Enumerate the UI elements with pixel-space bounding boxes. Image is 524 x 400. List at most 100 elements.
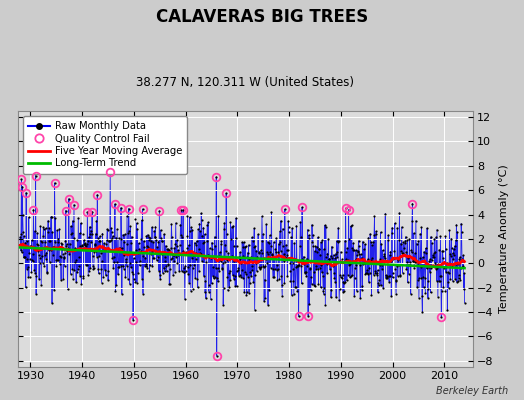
Point [130, 216, 139, 222]
Point [397, 240, 405, 247]
Point [97, 266, 105, 272]
Point [62, 243, 70, 249]
Point [453, 279, 461, 285]
Point [452, 222, 461, 228]
Point [242, 292, 250, 298]
Point [191, 240, 199, 246]
Point [164, 262, 172, 268]
Point [126, 259, 134, 266]
Point [93, 192, 102, 198]
Point [396, 273, 404, 279]
Point [198, 258, 206, 264]
Point [292, 222, 301, 229]
Point [248, 234, 256, 241]
Point [232, 283, 241, 290]
Point [175, 268, 183, 274]
Point [206, 296, 215, 302]
Point [161, 258, 170, 264]
Point [88, 208, 96, 215]
Point [210, 234, 219, 240]
Point [266, 232, 274, 238]
Point [32, 290, 40, 297]
Point [205, 288, 213, 295]
Point [77, 242, 85, 249]
Point [330, 275, 339, 282]
Point [343, 277, 351, 284]
Point [177, 207, 185, 214]
Point [335, 286, 344, 292]
Point [277, 272, 286, 279]
Point [396, 272, 405, 278]
Point [196, 228, 204, 235]
Point [296, 262, 304, 268]
Point [292, 264, 300, 270]
Point [336, 248, 345, 255]
Point [129, 271, 138, 277]
Point [201, 289, 209, 296]
Point [270, 255, 279, 261]
Point [308, 281, 316, 287]
Point [331, 279, 340, 286]
Point [128, 251, 137, 257]
Point [252, 248, 260, 254]
Point [30, 228, 39, 234]
Point [267, 209, 276, 215]
Point [410, 257, 419, 263]
Point [310, 248, 319, 254]
Point [107, 229, 116, 235]
Point [227, 236, 235, 242]
Point [405, 270, 413, 277]
Point [347, 273, 355, 279]
Point [198, 216, 206, 223]
Point [359, 246, 368, 252]
Point [313, 266, 322, 272]
Point [457, 220, 465, 227]
Point [359, 261, 367, 268]
Point [323, 250, 332, 257]
Point [45, 247, 53, 254]
Point [229, 223, 237, 229]
Point [356, 262, 364, 268]
Point [230, 276, 238, 282]
Point [184, 271, 192, 277]
Point [221, 259, 229, 265]
Point [186, 262, 194, 268]
Point [451, 243, 459, 249]
Point [197, 210, 205, 216]
Point [314, 280, 323, 287]
Point [56, 261, 64, 267]
Point [188, 285, 196, 292]
Point [356, 294, 365, 301]
Point [370, 213, 379, 220]
Point [256, 266, 264, 272]
Point [243, 288, 251, 295]
Point [457, 229, 466, 236]
Point [121, 274, 129, 280]
Point [294, 313, 303, 320]
Point [233, 268, 242, 274]
Point [79, 274, 88, 281]
Point [405, 236, 413, 242]
Point [372, 231, 380, 237]
Point [324, 256, 333, 263]
Point [134, 250, 142, 256]
Point [111, 247, 119, 253]
Point [232, 215, 241, 221]
Point [278, 293, 287, 300]
Point [416, 230, 424, 237]
Point [403, 237, 411, 244]
Point [155, 207, 163, 214]
Point [384, 232, 392, 238]
Point [84, 234, 93, 240]
Point [446, 251, 454, 257]
Point [61, 238, 70, 244]
Point [213, 265, 222, 271]
Point [275, 276, 283, 282]
Point [259, 262, 267, 269]
Point [363, 269, 371, 276]
Point [167, 256, 175, 262]
Point [222, 247, 230, 254]
Point [30, 267, 39, 273]
Point [303, 226, 312, 233]
Point [273, 262, 281, 268]
